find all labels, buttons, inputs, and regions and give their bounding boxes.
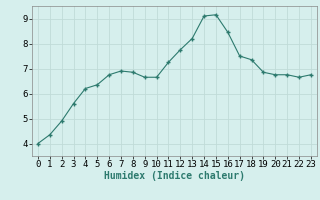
X-axis label: Humidex (Indice chaleur): Humidex (Indice chaleur) [104,171,245,181]
